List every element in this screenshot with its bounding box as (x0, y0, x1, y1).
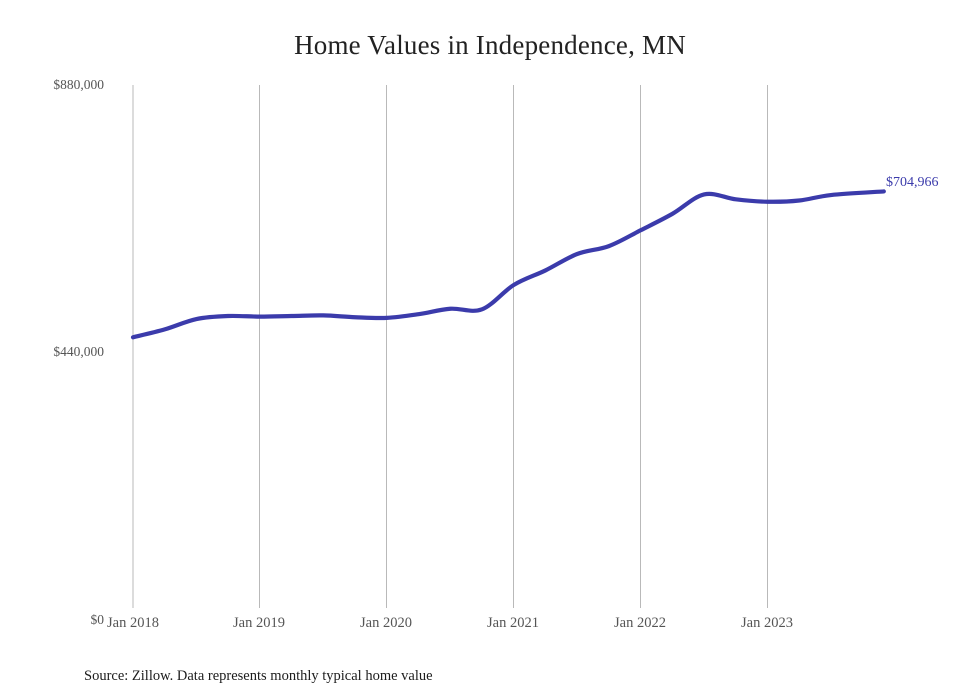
x-tick-jan-2020: Jan 2020 (360, 615, 412, 631)
y-tick-880000: $880,000 (53, 77, 104, 92)
x-tick-jan-2022: Jan 2022 (614, 615, 666, 631)
x-tick-jan-2021: Jan 2021 (487, 615, 539, 631)
x-tick-jan-2019: Jan 2019 (233, 615, 285, 631)
home-value-line (130, 189, 886, 340)
x-tick-jan-2018: Jan 2018 (107, 615, 159, 631)
y-tick-440000: $440,000 (53, 344, 104, 359)
gridlines (132, 85, 768, 608)
chart-title: Home Values in Independence, MN (294, 30, 686, 60)
y-tick-0: $0 (90, 612, 105, 627)
x-tick-jan-2023: Jan 2023 (741, 615, 793, 631)
source-note: Source: Zillow. Data represents monthly … (84, 668, 433, 684)
end-value-annotation: $704,966 (886, 175, 939, 190)
